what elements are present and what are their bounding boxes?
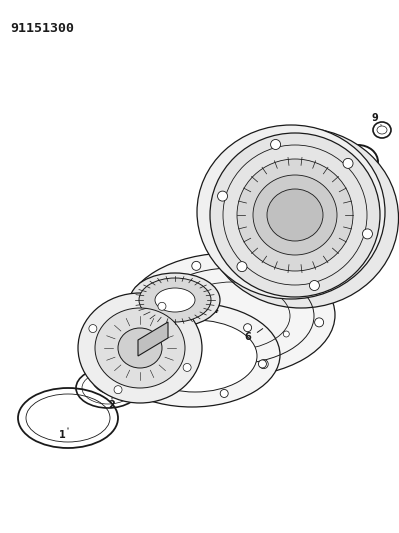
Circle shape (259, 360, 268, 369)
Text: 9: 9 (371, 113, 378, 123)
Ellipse shape (78, 293, 202, 403)
Circle shape (170, 352, 179, 361)
Circle shape (217, 191, 227, 201)
Circle shape (158, 390, 166, 398)
Text: 2: 2 (109, 400, 115, 410)
Text: 91151300: 91151300 (10, 22, 74, 35)
Ellipse shape (118, 328, 162, 368)
Text: 7: 7 (282, 245, 288, 255)
Ellipse shape (130, 273, 220, 327)
Ellipse shape (197, 125, 385, 299)
Circle shape (220, 390, 228, 398)
Circle shape (131, 325, 139, 333)
Ellipse shape (95, 308, 185, 388)
Circle shape (118, 361, 126, 369)
Ellipse shape (125, 253, 335, 377)
Circle shape (127, 338, 133, 345)
Circle shape (183, 364, 191, 372)
Circle shape (123, 352, 129, 358)
Text: 8: 8 (337, 170, 344, 180)
Ellipse shape (155, 288, 195, 312)
Polygon shape (138, 322, 168, 356)
Text: 1: 1 (59, 430, 65, 440)
Circle shape (237, 262, 247, 272)
Circle shape (343, 158, 353, 168)
Ellipse shape (139, 278, 211, 322)
Circle shape (244, 324, 252, 332)
Circle shape (259, 360, 267, 368)
Circle shape (171, 293, 177, 299)
Text: 3: 3 (136, 370, 143, 380)
Circle shape (362, 229, 372, 239)
Circle shape (158, 302, 166, 310)
Text: 5: 5 (187, 370, 194, 380)
Circle shape (187, 308, 195, 316)
Ellipse shape (267, 189, 323, 241)
Circle shape (281, 269, 290, 278)
Circle shape (127, 365, 133, 372)
Ellipse shape (253, 175, 337, 255)
Ellipse shape (104, 303, 280, 407)
Circle shape (315, 318, 324, 327)
Circle shape (283, 331, 289, 337)
Circle shape (114, 386, 122, 394)
Circle shape (89, 325, 97, 333)
Circle shape (194, 345, 201, 351)
Circle shape (259, 279, 265, 285)
Text: 6: 6 (245, 332, 251, 342)
Circle shape (271, 140, 280, 149)
Ellipse shape (210, 133, 380, 297)
Ellipse shape (203, 128, 399, 308)
Ellipse shape (133, 320, 257, 392)
Text: 4: 4 (211, 305, 218, 315)
Circle shape (192, 261, 201, 270)
Circle shape (309, 280, 320, 290)
Ellipse shape (237, 159, 353, 271)
Circle shape (136, 303, 145, 312)
